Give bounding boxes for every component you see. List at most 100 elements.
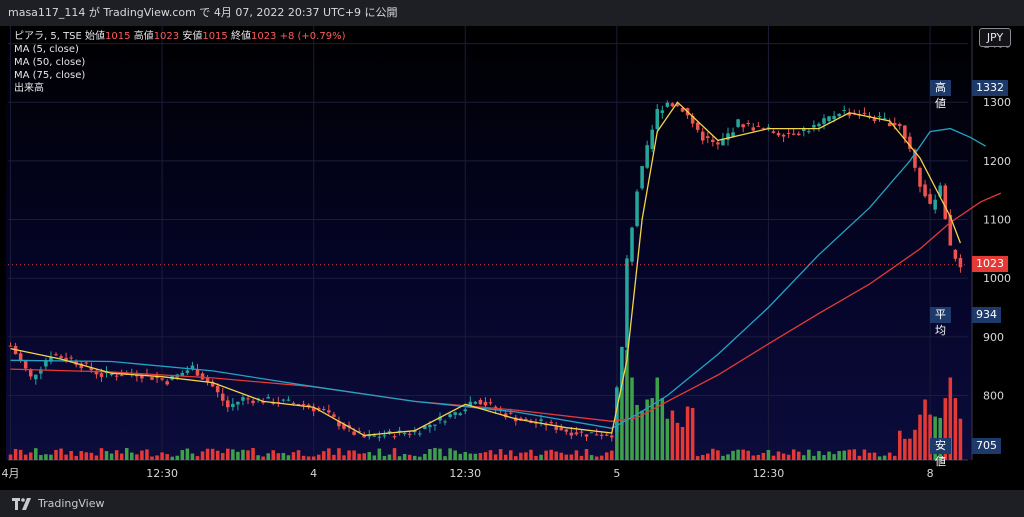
- candle-body: [23, 361, 28, 369]
- candle-body: [458, 413, 462, 416]
- candle-body: [756, 125, 761, 127]
- volume-bar: [822, 455, 826, 460]
- volume-bar: [503, 454, 508, 460]
- volume-bar: [610, 450, 614, 460]
- candle-body: [473, 401, 478, 404]
- volume-bar: [276, 453, 281, 460]
- volume-bar: [599, 455, 604, 460]
- volume-bar: [953, 398, 958, 460]
- volume-bar: [306, 456, 311, 460]
- candlestick-chart[interactable]: 14001300120011001000900800 4月12:30412:30…: [0, 26, 1024, 490]
- candle-body: [877, 116, 882, 118]
- candle-body: [670, 103, 675, 107]
- candle-body: [140, 375, 144, 379]
- close-value: 1023: [250, 31, 277, 42]
- volume-bar: [837, 451, 841, 460]
- candle-body: [433, 424, 437, 426]
- volume-bar: [680, 427, 685, 460]
- volume-bar: [165, 454, 169, 460]
- candle-body: [837, 113, 841, 117]
- candle-body: [468, 401, 473, 406]
- candle-body: [281, 399, 286, 401]
- volume-bar: [882, 455, 887, 460]
- high-tag-label: 高値: [930, 80, 951, 110]
- volume-bar: [150, 456, 154, 460]
- candle-body: [231, 403, 235, 408]
- price-axis: 14001300120011001000900800: [983, 38, 1011, 403]
- candle-body: [362, 435, 366, 438]
- low-tag-label: 安値: [930, 438, 951, 468]
- volume-bar: [301, 455, 306, 460]
- volume-bar: [948, 377, 953, 460]
- candles: [8, 100, 963, 442]
- last-tag-value: 1023: [972, 256, 1008, 272]
- candle-body: [786, 132, 791, 134]
- candle-body: [402, 433, 407, 435]
- candle-body: [418, 433, 422, 435]
- legend-ma5[interactable]: MA (5, close): [14, 44, 79, 55]
- volume-bar: [807, 449, 811, 460]
- volume-bar: [407, 454, 412, 460]
- candle-body: [306, 404, 311, 407]
- candle-body: [791, 133, 796, 135]
- candle-body: [716, 142, 720, 145]
- volume-bar: [231, 449, 235, 460]
- candle-body: [377, 436, 382, 438]
- candle-body: [94, 370, 99, 375]
- candle-body: [812, 125, 816, 128]
- candle-body: [352, 431, 356, 435]
- legend-ma50[interactable]: MA (50, close): [14, 57, 86, 68]
- candle-body: [392, 436, 397, 438]
- volume-bar: [190, 453, 195, 460]
- candle-body: [817, 123, 821, 127]
- candle-body: [534, 422, 538, 424]
- currency-button[interactable]: JPY: [979, 28, 1011, 47]
- low-tag-value: 705: [972, 438, 1001, 454]
- volume-bar: [296, 450, 301, 460]
- volume-bar: [327, 448, 331, 460]
- candle-body: [226, 400, 230, 408]
- volume-bar: [660, 398, 665, 460]
- candle-body: [387, 431, 392, 434]
- candle-body: [200, 373, 205, 380]
- volume-bar: [539, 454, 543, 460]
- volume-bar: [357, 453, 361, 460]
- volume-bar: [387, 454, 392, 460]
- candle-body: [776, 133, 781, 136]
- legend-volume[interactable]: 出来高: [14, 83, 44, 94]
- candle-body: [761, 128, 766, 130]
- avg-tag-label: 平均: [930, 307, 951, 337]
- candle-body: [827, 116, 831, 121]
- candle-body: [655, 108, 660, 130]
- candle-body: [690, 115, 695, 124]
- volume-bar: [802, 455, 806, 460]
- tradingview-brand[interactable]: TradingView: [12, 490, 104, 517]
- volume-bar: [468, 453, 473, 460]
- candle-body: [599, 434, 604, 436]
- volume-bar: [423, 454, 427, 460]
- volume-bar: [266, 453, 270, 460]
- candle-body: [155, 376, 159, 378]
- candle-body: [665, 102, 670, 107]
- candle-body: [822, 118, 826, 124]
- volume-bar: [857, 455, 862, 460]
- volume-bar: [564, 454, 569, 460]
- price-plot-area[interactable]: [6, 26, 972, 460]
- candle-body: [266, 397, 270, 399]
- candle-body: [862, 112, 867, 114]
- candle-body: [357, 431, 361, 433]
- price-tick-label: 1100: [983, 214, 1011, 227]
- volume-bar: [604, 452, 609, 460]
- legend-ma75[interactable]: MA (75, close): [14, 70, 86, 81]
- volume-bar: [862, 449, 867, 460]
- candle-body: [726, 133, 730, 140]
- volume-bar: [842, 450, 846, 460]
- high-tag-value: 1332: [972, 80, 1008, 96]
- candle-body: [650, 129, 654, 149]
- volume-bar: [322, 451, 326, 460]
- volume-bar: [215, 450, 220, 460]
- candle-body: [190, 365, 195, 370]
- candle-body: [296, 404, 301, 406]
- volume-bar: [918, 414, 922, 460]
- time-tick-label: 8: [927, 467, 934, 480]
